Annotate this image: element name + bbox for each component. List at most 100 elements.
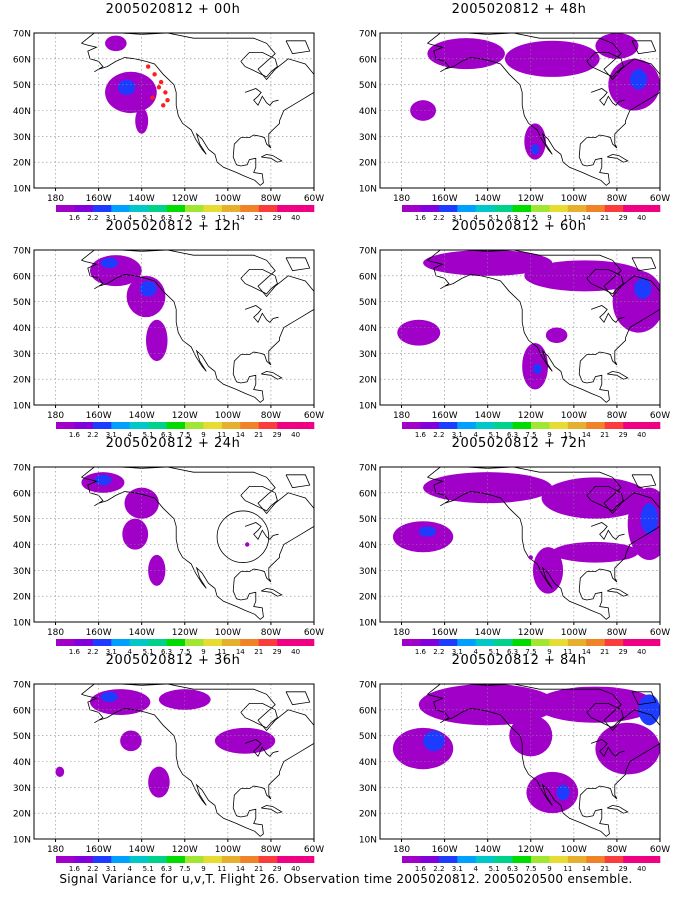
lon-tick-label: 180 (393, 411, 410, 421)
colorbar-label: 4 (473, 214, 478, 222)
colorbar-swatch (604, 856, 624, 863)
variance-map: 70N 60N 50N 40N 30N 20N 10N 180 160W 140W 120W 100W… (359, 464, 670, 657)
grid (380, 250, 660, 405)
colorbar: 1.6 2.2 3.1 4 5.1 6.3 7.5 9 11 14 21 29 40 (402, 639, 661, 656)
lat-tick-label: 70N (13, 247, 31, 257)
colorbar-label: 21 (254, 431, 263, 439)
colorbar-label: 3.1 (452, 431, 463, 439)
colorbar-label: 40 (637, 214, 646, 222)
colorbar-swatch (402, 856, 421, 863)
colorbar-swatch (74, 639, 94, 646)
variance-region (526, 771, 579, 814)
coastline (427, 467, 660, 620)
colorbar-swatch (185, 205, 204, 212)
colorbar-label: 6.3 (161, 214, 172, 222)
lon-tick-label: 140W (129, 628, 155, 638)
variance-peak (556, 784, 570, 801)
lat-tick-label: 50N (359, 81, 377, 91)
variance-map: 70N 60N 50N 40N 30N 20N 10N 180 160W 140W 120W 100W… (359, 681, 670, 874)
lat-tick-label: 60N (359, 272, 377, 282)
lon-tick-label: 60W (304, 628, 324, 638)
lat-tick-label: 20N (359, 159, 377, 169)
lat-tick-label: 70N (359, 247, 377, 257)
variance-region (55, 766, 65, 777)
lon-tick-label: 120W (518, 628, 544, 638)
variance-region (410, 100, 436, 121)
colorbar-swatch (166, 422, 186, 429)
lon-tick-label: 80W (607, 845, 627, 855)
colorbar: 1.6 2.2 3.1 4 5.1 6.3 7.5 9 11 14 21 29 40 (402, 422, 661, 439)
colorbar-label: 40 (291, 431, 300, 439)
lat-tick-label: 60N (13, 55, 31, 65)
coastline (427, 684, 660, 837)
colorbar-label: 29 (619, 865, 628, 873)
colorbar-label: 5.1 (143, 865, 154, 873)
colorbar-label: 11 (563, 865, 572, 873)
lat-tick-label: 70N (359, 30, 377, 40)
variance-peak (418, 526, 436, 537)
colorbar-swatch (641, 856, 661, 863)
lon-tick-label: 180 (393, 845, 410, 855)
colorbar-swatch (203, 856, 223, 863)
colorbar-label: 21 (600, 431, 609, 439)
colorbar-swatch (258, 856, 278, 863)
colorbar-label: 9 (201, 214, 205, 222)
colorbar-swatch (549, 422, 569, 429)
colorbar-label: 29 (619, 214, 628, 222)
variance-region (392, 727, 454, 770)
lon-tick-label: 60W (650, 628, 670, 638)
observation-point (528, 555, 533, 560)
variance-peak (100, 257, 118, 269)
lon-tick-label: 80W (261, 628, 281, 638)
colorbar-label: 14 (236, 865, 245, 873)
observation-point (156, 85, 162, 90)
colorbar-swatch (129, 856, 149, 863)
lon-tick-label: 120W (518, 194, 544, 204)
colorbar-swatch (185, 422, 204, 429)
colorbar-swatch (56, 205, 75, 212)
colorbar-swatch (494, 639, 513, 646)
variance-peak (94, 474, 112, 486)
colorbar-swatch (549, 639, 569, 646)
variance-region (148, 766, 170, 798)
colorbar-label: 4 (127, 214, 132, 222)
variance-peak (629, 69, 648, 90)
variance-peak (139, 281, 157, 297)
lon-tick-label: 100W (561, 845, 587, 855)
figure-caption: Signal Variance for u,v,T. Flight 26. Ob… (59, 872, 633, 886)
lat-tick-label: 10N (359, 402, 377, 412)
lat-tick-label: 30N (13, 567, 31, 577)
colorbar-swatch (221, 205, 241, 212)
colorbar-label: 29 (619, 648, 628, 656)
observation-point (161, 103, 166, 108)
map-panel: 2005020812 + 36h 70N 60N 50N 40N 30N 20N 10N 180… (0, 653, 346, 873)
lon-tick-label: 60W (304, 194, 324, 204)
colorbar-label: 2.2 (87, 431, 98, 439)
colorbar-label: 14 (582, 214, 591, 222)
colorbar-swatch (512, 205, 532, 212)
variance-region (105, 35, 127, 52)
lat-tick-label: 60N (359, 706, 377, 716)
colorbar-swatch (92, 205, 112, 212)
variance-region (135, 107, 149, 134)
variance-region (545, 327, 568, 343)
coastline (427, 250, 660, 403)
colorbar-swatch (475, 422, 495, 429)
grid (34, 33, 314, 188)
lon-tick-label: 160W (86, 194, 112, 204)
colorbar-label: 11 (217, 648, 226, 656)
colorbar-label: 1.6 (415, 865, 427, 873)
lon-tick-label: 140W (129, 411, 155, 421)
colorbar-swatch (567, 422, 587, 429)
variance-map: 70N 60N 50N 40N 30N 20N 10N 180 160W 140W 120W 100W… (13, 464, 324, 657)
colorbar-label: 3.1 (452, 648, 463, 656)
colorbar-swatch (221, 422, 241, 429)
lat-tick-label: 40N (13, 107, 31, 117)
colorbar-label: 7.5 (525, 431, 536, 439)
lon-tick-label: 80W (607, 628, 627, 638)
colorbar-swatch (221, 639, 241, 646)
colorbar-swatch (475, 856, 495, 863)
map-frame (33, 249, 315, 406)
lon-tick-label: 140W (475, 845, 501, 855)
variance-peak (118, 79, 136, 95)
